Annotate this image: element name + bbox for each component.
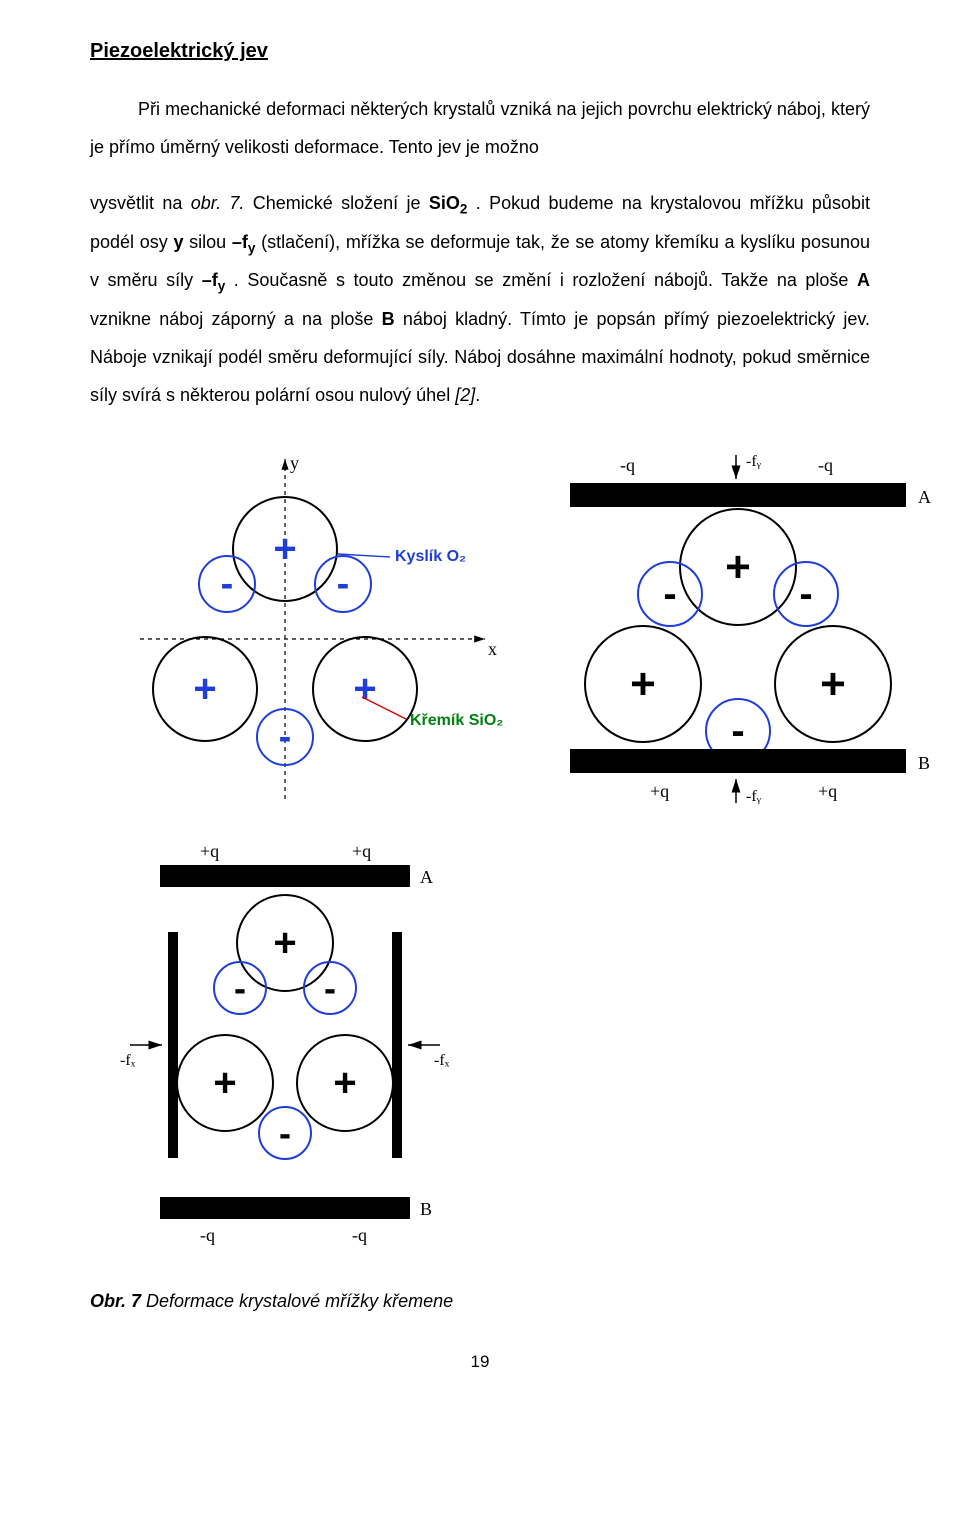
atom-sign: + (273, 921, 296, 965)
atom-sign: + (353, 667, 376, 711)
atom-sign: + (273, 527, 296, 571)
figure-caption-text: Deformace krystalové mřížky křemene (141, 1291, 453, 1311)
plate-A (570, 483, 906, 507)
atom-sign: + (333, 1061, 356, 1105)
atom-sign: - (324, 967, 336, 1008)
paragraph-2: vysvětlit na obr. 7. Chemické složení je… (90, 185, 870, 415)
plate-B-bl (160, 1197, 410, 1219)
diagram-top-left: y x +++--- Kyslík O₂ Křemík SiO₂ (90, 449, 510, 809)
plate-B-label: B (918, 753, 930, 773)
atom-sign: + (193, 667, 216, 711)
label-q-bot-r: -q (352, 1225, 367, 1245)
label-fx-right: -fₓ (434, 1052, 450, 1069)
label-q-tl: -q (620, 455, 635, 475)
atom-sign: - (221, 563, 234, 605)
label-q-tr: -q (818, 455, 833, 475)
label-fx-left: -fₓ (120, 1052, 136, 1069)
figure-grid: y x +++--- Kyslík O₂ Křemík SiO₂ (90, 449, 870, 1267)
plate-A-bl-label: A (420, 867, 433, 887)
axis-x-label: x (488, 639, 497, 659)
axis-y-label: y (290, 453, 299, 473)
figure-caption: Obr. 7 Deformace krystalové mřížky křeme… (90, 1291, 870, 1312)
legend-silicon: Křemík SiO₂ (410, 712, 503, 729)
atom-sign: - (663, 572, 676, 616)
label-q-br: +q (818, 781, 837, 801)
label-q-top-l: +q (200, 841, 219, 861)
atom-sign: + (630, 659, 656, 708)
svg-top-left: y x +++--- Kyslík O₂ Křemík SiO₂ (90, 449, 510, 809)
plate-A-bl (160, 865, 410, 887)
figure-caption-num: Obr. 7 (90, 1291, 141, 1311)
plate-B-bl-label: B (420, 1199, 432, 1219)
atom-sign: - (337, 563, 350, 605)
atom-sign: - (279, 716, 292, 758)
page-number: 19 (90, 1352, 870, 1372)
plate-B (570, 749, 906, 773)
label-fy-top: -fᵧ (746, 453, 762, 470)
label-q-bot-l: -q (200, 1225, 215, 1245)
atom-sign: - (279, 1112, 291, 1153)
legend-oxygen: Kyslík O₂ (395, 548, 466, 565)
diagram-bottom-left: +q +q A -fₓ -fₓ +++--- B -q (90, 837, 510, 1267)
section-title: Piezoelektrický jev (90, 40, 870, 63)
side-plate-right (392, 932, 402, 1158)
svg-top-right: -q -q -fᵧ A +++--- B +q +q -fᵧ (538, 449, 938, 809)
paragraph-1: Při mechanické deformaci některých kryst… (90, 91, 870, 167)
diagram-top-right: -q -q -fᵧ A +++--- B +q +q -fᵧ (538, 449, 938, 809)
atom-sign: - (799, 572, 812, 616)
diagram-bottom-right-empty (538, 837, 938, 1267)
plate-A-label: A (918, 487, 931, 507)
atom-sign: - (731, 709, 744, 753)
side-plate-left (168, 932, 178, 1158)
atom-sign: + (725, 542, 751, 591)
label-q-top-r: +q (352, 841, 371, 861)
svg-bottom-left: +q +q A -fₓ -fₓ +++--- B -q (90, 837, 510, 1267)
atom-sign: - (234, 967, 246, 1008)
label-q-bl: +q (650, 781, 669, 801)
atom-sign: + (213, 1061, 236, 1105)
label-fy-bot: -fᵧ (746, 788, 762, 805)
atom-sign: + (820, 659, 846, 708)
